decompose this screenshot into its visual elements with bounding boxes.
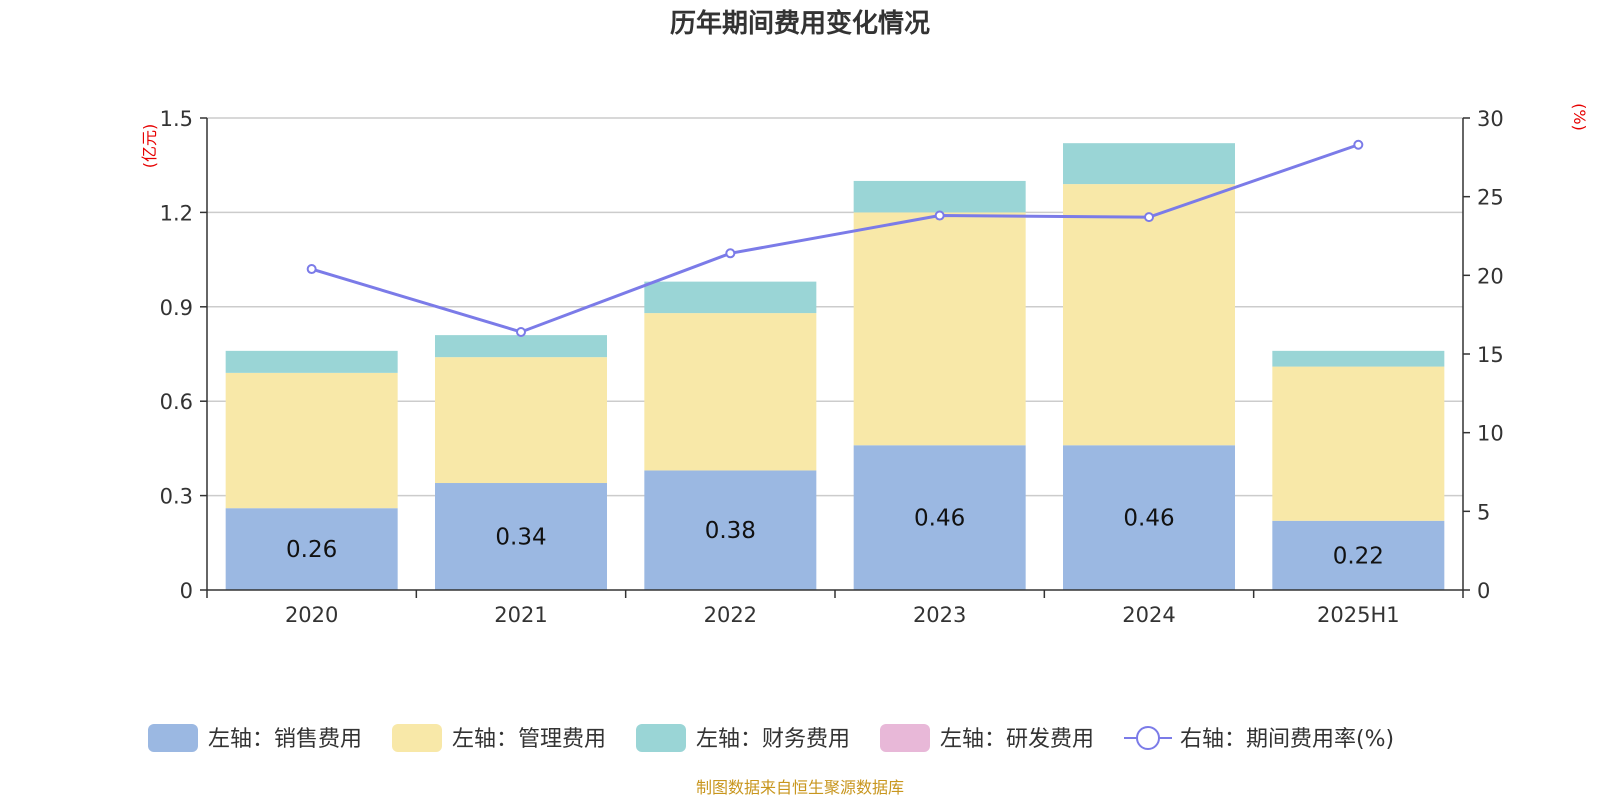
bar-segment xyxy=(1272,520,1445,590)
left-tick-label: 0.9 xyxy=(160,296,193,320)
line-series xyxy=(306,139,1364,337)
left-tick-label: 0 xyxy=(180,579,193,603)
legend-label: 左轴：研发费用 xyxy=(940,727,1094,752)
right-tick-label: 5 xyxy=(1477,500,1490,524)
right-axis-unit: (%) xyxy=(1570,103,1589,131)
bar-segment xyxy=(1063,445,1235,590)
bar-segment xyxy=(644,281,817,314)
x-tick-label: 2021 xyxy=(494,603,547,627)
right-tick-label: 10 xyxy=(1477,422,1504,446)
bar-label: 0.38 xyxy=(705,518,756,544)
bar-segment xyxy=(435,335,607,358)
axes: 0 0.3 0.6 0.9 1.2 1.5 0 5 10 15 20 25 30 2020 2021 2022… xyxy=(160,107,1504,627)
x-tick-label: 2023 xyxy=(913,603,966,627)
legend-label: 右轴：期间费用率(%) xyxy=(1180,727,1394,752)
rate-point xyxy=(1144,212,1154,223)
left-tick-label: 1.5 xyxy=(160,107,193,131)
rate-point xyxy=(516,326,526,337)
grid-lines xyxy=(207,117,1463,497)
bar-label: 0.46 xyxy=(1123,506,1174,532)
rate-point xyxy=(306,264,317,275)
bar-segment xyxy=(1272,350,1445,367)
bar-segment xyxy=(1063,184,1235,446)
bar-data-labels: 0.26 0.34 0.38 0.46 0.46 0.22 xyxy=(286,506,1384,570)
x-tick-label: 2020 xyxy=(285,603,338,627)
rate-point xyxy=(934,210,945,221)
bar-segment xyxy=(853,180,1026,213)
bar-segment xyxy=(435,357,607,484)
data-source: 制图数据来自恒生聚源数据库 xyxy=(696,778,904,797)
legend: 左轴：销售费用 左轴：管理费用 左轴：财务费用 左轴：研发费用 右轴：期间费用率(%) xyxy=(148,724,1394,752)
bar-segment xyxy=(225,508,398,590)
bar-label: 0.22 xyxy=(1333,543,1384,569)
bar-segment xyxy=(853,212,1026,446)
legend-swatch xyxy=(148,724,198,752)
right-tick-label: 25 xyxy=(1477,186,1504,210)
right-tick-label: 0 xyxy=(1477,579,1490,603)
bar-series xyxy=(225,143,1445,590)
bar-segment xyxy=(435,483,607,590)
left-tick-label: 0.6 xyxy=(160,390,193,414)
right-tick-label: 20 xyxy=(1477,264,1504,288)
legend-label: 左轴：财务费用 xyxy=(696,727,850,752)
bar-segment xyxy=(853,445,1026,590)
bar-segment xyxy=(644,313,817,471)
bar-label: 0.46 xyxy=(914,506,965,532)
bar-segment xyxy=(1063,143,1235,185)
bar-segment xyxy=(225,350,398,373)
right-tick-label: 30 xyxy=(1477,107,1504,131)
bar-segment xyxy=(644,470,817,590)
legend-marker xyxy=(1136,726,1160,750)
legend-swatch xyxy=(880,724,930,752)
legend-label: 左轴：管理费用 xyxy=(452,727,606,752)
bar-label: 0.26 xyxy=(286,537,337,563)
rate-point xyxy=(1353,139,1364,150)
rate-point xyxy=(725,248,736,259)
left-axis-unit: (亿元) xyxy=(140,124,159,169)
bar-segment xyxy=(225,372,398,509)
legend-swatch xyxy=(392,724,442,752)
x-tick-label: 2024 xyxy=(1122,603,1175,627)
right-tick-label: 15 xyxy=(1477,343,1504,367)
rate-line xyxy=(311,143,1359,334)
x-tick-label: 2022 xyxy=(704,603,757,627)
x-tick-label: 2025H1 xyxy=(1317,603,1400,627)
chart-title: 历年期间费用变化情况 xyxy=(670,8,930,39)
left-tick-label: 0.3 xyxy=(160,485,193,509)
legend-swatch xyxy=(636,724,686,752)
bar-label: 0.34 xyxy=(495,525,546,551)
legend-label: 左轴：销售费用 xyxy=(208,727,362,752)
left-tick-label: 1.2 xyxy=(160,201,193,225)
bar-segment xyxy=(1272,366,1445,521)
